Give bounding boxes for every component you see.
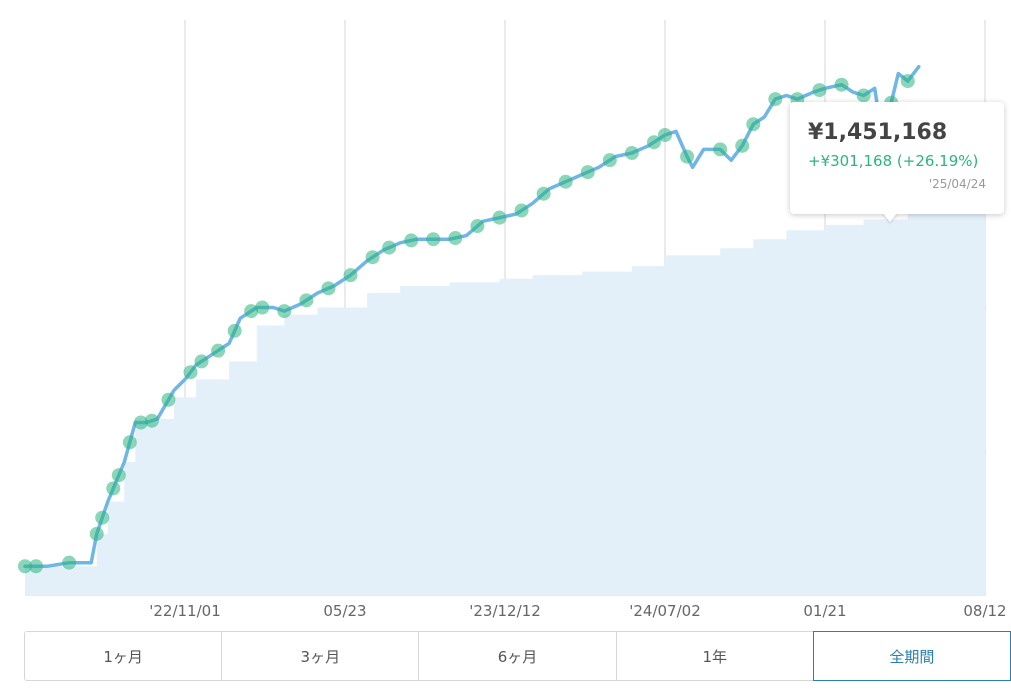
principal-area xyxy=(25,174,985,595)
purchase-marker xyxy=(900,74,915,89)
purchase-marker xyxy=(343,268,358,283)
purchase-marker xyxy=(183,365,198,380)
purchase-marker xyxy=(106,481,121,496)
purchase-marker xyxy=(856,88,871,103)
value-tooltip: ¥1,451,168 +¥301,168 (+26.19%) '25/04/24 xyxy=(790,102,1004,214)
x-tick-label: '22/11/01 xyxy=(149,602,221,620)
purchase-marker xyxy=(470,219,485,234)
purchase-marker xyxy=(255,300,270,315)
tooltip-date: '25/04/24 xyxy=(928,177,986,191)
purchase-marker xyxy=(144,413,159,428)
purchase-marker xyxy=(365,250,380,265)
purchase-marker xyxy=(244,304,259,319)
purchase-marker xyxy=(29,559,44,574)
purchase-marker xyxy=(492,210,507,225)
tooltip-value: ¥1,451,168 xyxy=(808,120,948,145)
tooltip-pointer xyxy=(882,212,898,222)
purchase-marker xyxy=(404,233,419,248)
purchase-marker xyxy=(161,392,176,407)
purchase-marker xyxy=(299,293,314,308)
purchase-marker xyxy=(768,92,783,107)
x-tick-label: '23/12/12 xyxy=(469,602,541,620)
purchase-marker xyxy=(514,203,529,218)
purchase-marker xyxy=(426,232,441,247)
purchase-marker xyxy=(580,165,595,180)
x-tick-label: 08/12 xyxy=(963,602,1006,620)
purchase-marker xyxy=(624,145,639,160)
x-tick-label: 05/23 xyxy=(323,602,366,620)
purchase-marker xyxy=(834,77,849,92)
purchase-marker xyxy=(194,354,209,369)
chart-svg: '22/11/01 05/23 '23/12/12 '24/07/02 01/21 08/… xyxy=(18,20,1007,620)
marker-layer xyxy=(18,74,915,574)
x-tick-label: '24/07/02 xyxy=(629,602,701,620)
x-axis: '22/11/01 05/23 '23/12/12 '24/07/02 01/21 08/… xyxy=(149,602,1006,620)
purchase-marker xyxy=(448,231,463,246)
purchase-marker xyxy=(18,559,32,574)
purchase-marker xyxy=(812,83,827,98)
period-selector: 1ヶ月 3ヶ月 6ヶ月 1年 全期間 xyxy=(24,631,1011,681)
purchase-marker xyxy=(746,117,761,132)
purchase-marker xyxy=(382,240,397,255)
purchase-marker xyxy=(646,135,661,150)
purchase-marker xyxy=(713,142,728,157)
purchase-marker xyxy=(133,415,148,430)
purchase-marker xyxy=(89,526,104,541)
area-layer xyxy=(25,174,985,595)
purchase-marker xyxy=(211,343,226,358)
x-tick-label: 01/21 xyxy=(803,602,846,620)
purchase-marker xyxy=(536,186,551,201)
purchase-marker xyxy=(658,128,672,142)
purchase-marker xyxy=(735,138,750,153)
period-tab-3-months[interactable]: 3ヶ月 xyxy=(221,631,419,681)
purchase-marker xyxy=(680,149,695,164)
purchase-marker xyxy=(62,555,77,570)
purchase-marker xyxy=(111,468,126,483)
period-tab-all[interactable]: 全期間 xyxy=(812,631,1011,681)
purchase-marker xyxy=(602,153,617,168)
purchase-marker xyxy=(227,323,242,338)
purchase-marker xyxy=(321,281,336,296)
tooltip-change: +¥301,168 (+26.19%) xyxy=(808,152,979,170)
purchase-marker xyxy=(122,435,137,450)
purchase-marker xyxy=(277,304,292,319)
purchase-marker xyxy=(558,174,573,189)
purchase-marker xyxy=(95,510,110,525)
period-tab-1-year[interactable]: 1年 xyxy=(615,631,813,681)
portfolio-chart: '22/11/01 05/23 '23/12/12 '24/07/02 01/21 08/… xyxy=(18,20,1007,620)
period-tab-1-month[interactable]: 1ヶ月 xyxy=(24,631,222,681)
period-tab-6-months[interactable]: 6ヶ月 xyxy=(418,631,616,681)
